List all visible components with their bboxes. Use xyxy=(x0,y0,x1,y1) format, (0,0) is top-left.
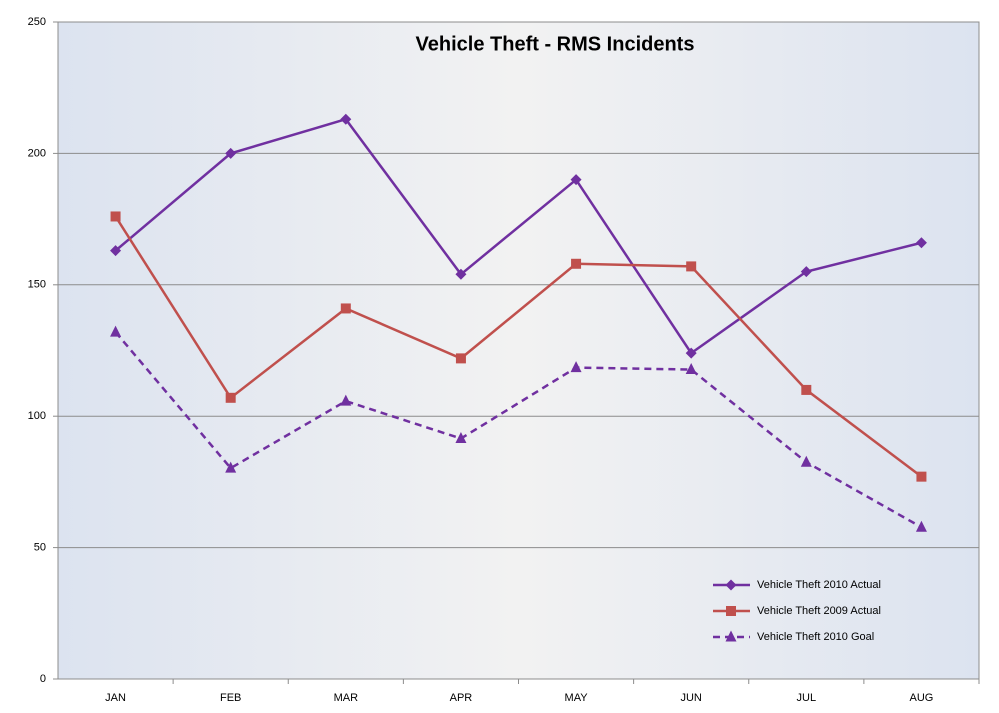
data-point xyxy=(571,258,582,269)
x-tick-label: AUG xyxy=(910,692,934,704)
data-point xyxy=(800,266,812,278)
data-point xyxy=(800,455,812,467)
data-point xyxy=(916,471,927,482)
data-point xyxy=(340,113,352,125)
y-tick-label: 200 xyxy=(28,147,46,159)
data-point xyxy=(915,237,927,249)
x-tick-label: APR xyxy=(450,692,473,704)
series-line xyxy=(114,215,923,478)
y-tick-label: 250 xyxy=(28,16,46,28)
series-line xyxy=(114,117,922,355)
y-tick-label: 150 xyxy=(28,279,46,291)
y-tick-label: 0 xyxy=(40,673,46,685)
legend-label: Vehicle Theft 2010 Goal xyxy=(757,631,874,643)
data-point xyxy=(570,361,582,373)
data-point xyxy=(455,268,467,280)
chart-title: Vehicle Theft - RMS Incidents xyxy=(416,33,695,55)
x-tick-label: MAR xyxy=(334,692,359,704)
data-point xyxy=(110,325,122,337)
data-point xyxy=(340,303,351,314)
legend-label: Vehicle Theft 2009 Actual xyxy=(757,605,881,617)
data-point xyxy=(685,363,697,375)
data-point xyxy=(685,347,697,359)
data-point xyxy=(340,394,352,406)
data-point xyxy=(110,245,122,257)
legend-marker xyxy=(725,579,737,591)
x-tick-label: JUL xyxy=(797,692,817,704)
legend-marker xyxy=(725,630,737,642)
data-point xyxy=(686,261,697,272)
data-point xyxy=(915,520,927,532)
legend-label: Vehicle Theft 2010 Actual xyxy=(757,579,881,591)
plot-area xyxy=(57,21,980,680)
data-point xyxy=(801,384,812,395)
data-point xyxy=(455,432,467,444)
legend-marker xyxy=(726,606,736,616)
data-point xyxy=(455,353,466,364)
x-tick-label: MAY xyxy=(565,692,589,704)
x-tick-label: FEB xyxy=(220,692,241,704)
x-tick-label: JUN xyxy=(680,692,701,704)
data-point xyxy=(225,392,236,403)
data-point xyxy=(225,461,237,473)
series-line xyxy=(114,331,923,529)
x-tick-label: JAN xyxy=(105,692,126,704)
data-point xyxy=(110,211,121,222)
y-tick-label: 100 xyxy=(28,410,46,422)
y-tick-label: 50 xyxy=(34,542,46,554)
data-point xyxy=(225,147,237,159)
data-point xyxy=(570,174,582,186)
